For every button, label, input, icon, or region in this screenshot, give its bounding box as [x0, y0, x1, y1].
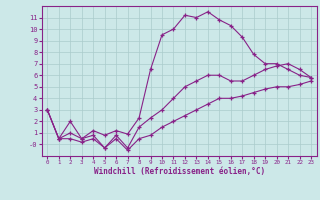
X-axis label: Windchill (Refroidissement éolien,°C): Windchill (Refroidissement éolien,°C)	[94, 167, 265, 176]
